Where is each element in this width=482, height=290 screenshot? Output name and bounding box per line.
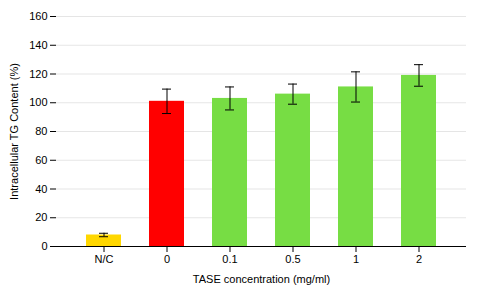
- svg-text:120: 120: [29, 68, 47, 80]
- svg-text:80: 80: [35, 125, 47, 137]
- svg-text:160: 160: [29, 10, 47, 22]
- svg-text:20: 20: [35, 211, 47, 223]
- svg-text:0.5: 0.5: [285, 253, 300, 265]
- svg-text:Intracellular TG Content (%): Intracellular TG Content (%): [8, 63, 20, 200]
- svg-text:0: 0: [164, 253, 170, 265]
- svg-text:1: 1: [353, 253, 359, 265]
- svg-text:60: 60: [35, 154, 47, 166]
- svg-text:140: 140: [29, 39, 47, 51]
- svg-text:100: 100: [29, 96, 47, 108]
- svg-text:N/C: N/C: [95, 253, 114, 265]
- svg-text:40: 40: [35, 183, 47, 195]
- svg-text:0: 0: [41, 240, 47, 252]
- svg-text:2: 2: [416, 253, 422, 265]
- svg-text:0.1: 0.1: [222, 253, 237, 265]
- svg-text:TASE concentration (mg/ml): TASE concentration (mg/ml): [193, 273, 330, 285]
